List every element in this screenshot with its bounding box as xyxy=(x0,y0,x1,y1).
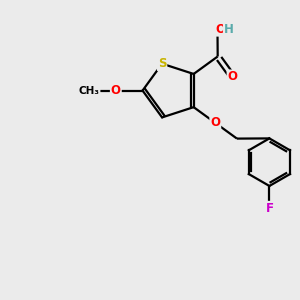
Text: CH₃: CH₃ xyxy=(79,85,100,96)
Text: F: F xyxy=(266,202,273,215)
Text: O: O xyxy=(210,116,220,129)
Text: O: O xyxy=(227,70,238,83)
Text: H: H xyxy=(224,23,234,36)
Text: S: S xyxy=(158,57,166,70)
Text: O: O xyxy=(111,84,121,97)
Text: O: O xyxy=(215,23,225,36)
